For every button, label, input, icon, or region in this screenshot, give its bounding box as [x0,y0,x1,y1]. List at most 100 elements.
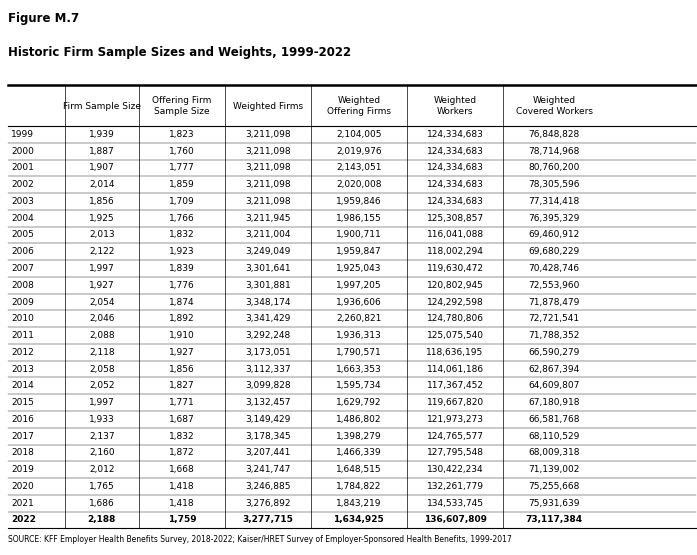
Text: 1,872: 1,872 [169,448,194,457]
Text: 71,788,352: 71,788,352 [528,331,580,340]
Text: 2003: 2003 [11,197,34,206]
Text: 1,832: 1,832 [169,230,194,239]
Text: 2,052: 2,052 [89,381,114,390]
Text: 3,348,174: 3,348,174 [245,297,291,306]
Text: Weighted
Offering Firms: Weighted Offering Firms [327,97,391,115]
Text: 2,019,976: 2,019,976 [336,147,382,155]
Text: 71,139,002: 71,139,002 [528,465,580,474]
Text: 1,925: 1,925 [89,214,114,223]
Text: 77,314,418: 77,314,418 [528,197,580,206]
Text: 134,533,745: 134,533,745 [427,499,484,508]
Text: 3,241,747: 3,241,747 [245,465,291,474]
Text: 127,795,548: 127,795,548 [427,448,484,457]
Text: 1,933: 1,933 [89,415,115,424]
Text: 1,686: 1,686 [89,499,115,508]
Text: 2014: 2014 [11,381,34,390]
Text: 2005: 2005 [11,230,34,239]
Text: 3,132,457: 3,132,457 [245,398,291,407]
Text: 1,486,802: 1,486,802 [336,415,381,424]
Text: 69,680,229: 69,680,229 [528,247,580,256]
Text: 1,668: 1,668 [169,465,194,474]
Text: 2,122: 2,122 [89,247,114,256]
Text: 72,721,541: 72,721,541 [528,314,580,324]
Text: 3,149,429: 3,149,429 [245,415,291,424]
Text: Weighted
Workers: Weighted Workers [434,97,477,115]
Text: 1,927: 1,927 [89,281,114,290]
Text: 2007: 2007 [11,264,34,273]
Text: 3,211,004: 3,211,004 [245,230,291,239]
Text: 3,211,098: 3,211,098 [245,197,291,206]
Text: 1,927: 1,927 [169,348,194,357]
Text: 1,936,606: 1,936,606 [336,297,382,306]
Text: Weighted Firms: Weighted Firms [233,102,303,110]
Text: 2,054: 2,054 [89,297,114,306]
Text: 3,211,098: 3,211,098 [245,180,291,189]
Text: 2021: 2021 [11,499,34,508]
Text: Offering Firm
Sample Size: Offering Firm Sample Size [152,97,212,115]
Text: 1,760: 1,760 [169,147,194,155]
Text: 1,823: 1,823 [169,130,194,139]
Text: 1,466,339: 1,466,339 [336,448,382,457]
Text: 124,292,598: 124,292,598 [427,297,484,306]
Text: 2020: 2020 [11,482,34,491]
Text: 2012: 2012 [11,348,34,357]
Text: 2004: 2004 [11,214,34,223]
Text: 119,667,820: 119,667,820 [427,398,484,407]
Text: 1,874: 1,874 [169,297,194,306]
Text: 2,137: 2,137 [89,432,114,441]
Text: 1999: 1999 [11,130,34,139]
Text: 1,910: 1,910 [169,331,194,340]
Text: 2010: 2010 [11,314,34,324]
Text: 118,636,195: 118,636,195 [427,348,484,357]
Text: 3,211,098: 3,211,098 [245,130,291,139]
Text: 3,178,345: 3,178,345 [245,432,291,441]
Text: 2,012: 2,012 [89,465,114,474]
Text: 1,997: 1,997 [89,398,115,407]
Text: 1,634,925: 1,634,925 [333,516,384,524]
Text: 3,211,098: 3,211,098 [245,147,291,155]
Text: 76,848,828: 76,848,828 [528,130,580,139]
Text: 2000: 2000 [11,147,34,155]
Text: 78,305,596: 78,305,596 [528,180,580,189]
Text: 3,341,429: 3,341,429 [245,314,291,324]
Text: 3,112,337: 3,112,337 [245,365,291,374]
Text: 67,180,918: 67,180,918 [528,398,580,407]
Text: 125,308,857: 125,308,857 [427,214,484,223]
Text: 1,986,155: 1,986,155 [336,214,382,223]
Text: 70,428,746: 70,428,746 [528,264,580,273]
Text: 2,143,051: 2,143,051 [336,163,381,173]
Text: 1,648,515: 1,648,515 [336,465,382,474]
Text: 136,607,809: 136,607,809 [424,516,487,524]
Text: 1,856: 1,856 [89,197,115,206]
Text: 124,334,683: 124,334,683 [427,197,484,206]
Text: 2019: 2019 [11,465,34,474]
Text: 1,759: 1,759 [167,516,196,524]
Text: 120,802,945: 120,802,945 [427,281,484,290]
Text: 3,099,828: 3,099,828 [245,381,291,390]
Text: 2,058: 2,058 [89,365,114,374]
Text: 1,923: 1,923 [169,247,194,256]
Text: 2,160: 2,160 [89,448,114,457]
Text: 75,255,668: 75,255,668 [528,482,580,491]
Text: 1,839: 1,839 [169,264,194,273]
Text: 2018: 2018 [11,448,34,457]
Text: 3,246,885: 3,246,885 [245,482,291,491]
Text: 2,260,821: 2,260,821 [336,314,381,324]
Text: 130,422,234: 130,422,234 [427,465,484,474]
Text: 1,776: 1,776 [169,281,194,290]
Text: 72,553,960: 72,553,960 [528,281,580,290]
Text: 1,687: 1,687 [169,415,194,424]
Text: 1,790,571: 1,790,571 [336,348,382,357]
Text: 1,777: 1,777 [169,163,194,173]
Text: 3,249,049: 3,249,049 [245,247,291,256]
Text: 2009: 2009 [11,297,34,306]
Text: 124,334,683: 124,334,683 [427,147,484,155]
Text: 3,173,051: 3,173,051 [245,348,291,357]
Text: 1,709: 1,709 [169,197,194,206]
Text: 1,629,792: 1,629,792 [336,398,381,407]
Text: 2011: 2011 [11,331,34,340]
Text: 1,997,205: 1,997,205 [336,281,382,290]
Text: 2001: 2001 [11,163,34,173]
Text: 119,630,472: 119,630,472 [427,264,484,273]
Text: 1,900,711: 1,900,711 [336,230,382,239]
